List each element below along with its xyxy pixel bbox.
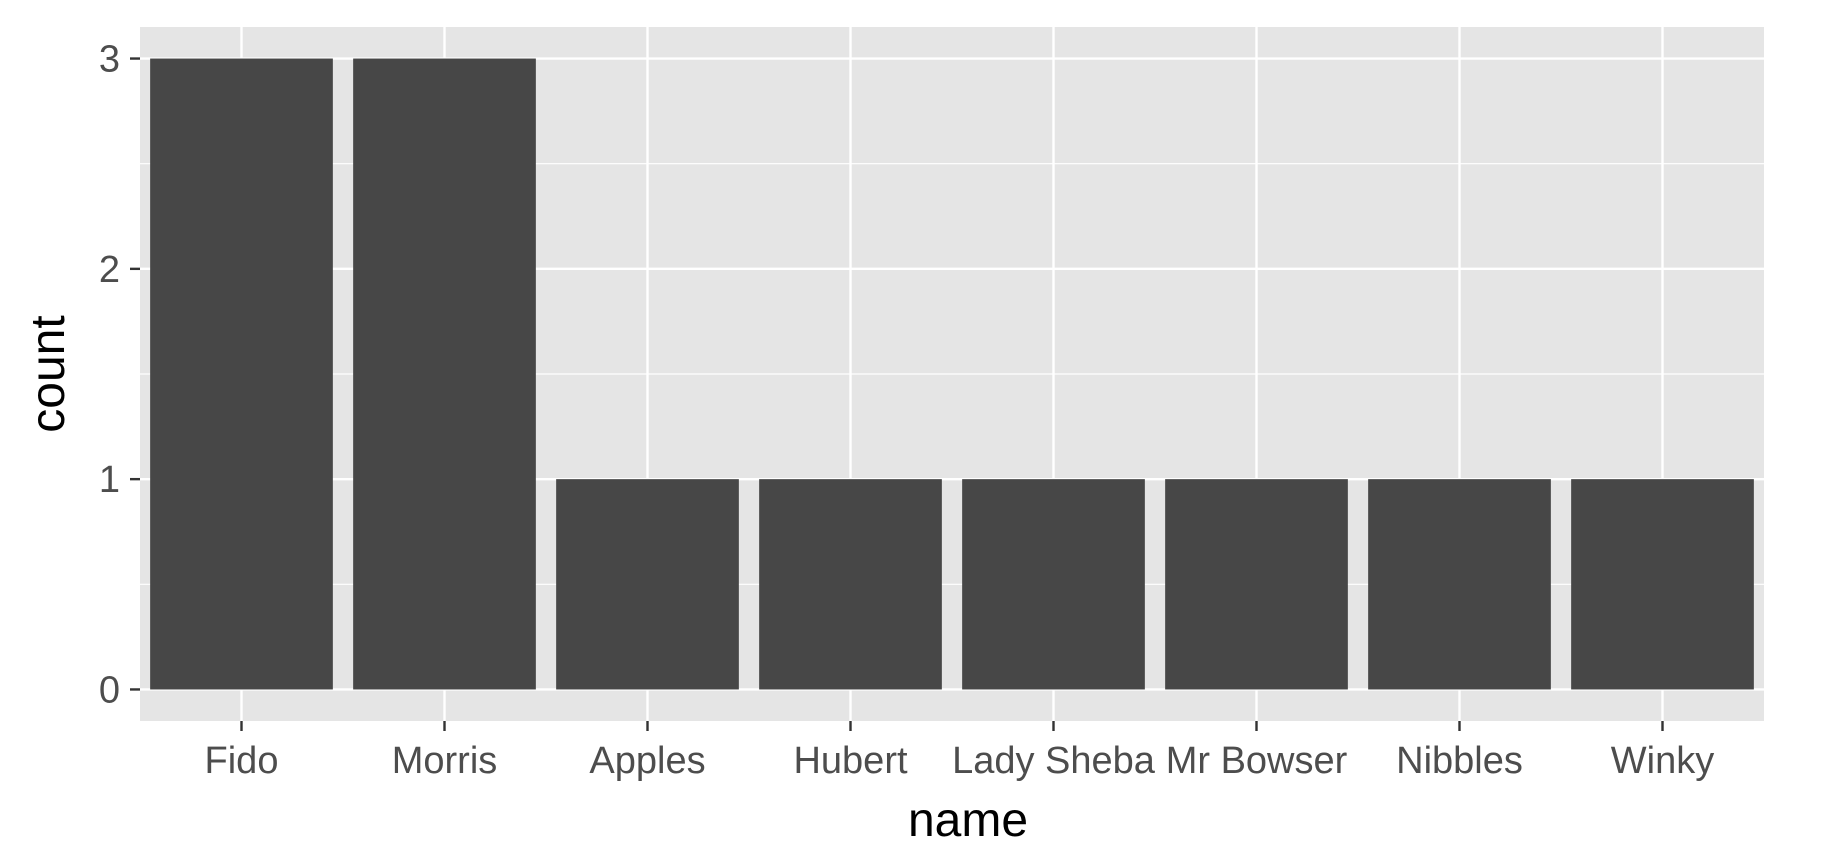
bar: [962, 479, 1145, 690]
bar: [1368, 479, 1551, 690]
y-tick-label: 0: [99, 669, 120, 711]
x-tick-label: Mr Bowser: [1166, 740, 1348, 782]
bar: [759, 479, 942, 690]
y-axis-title: count: [22, 315, 75, 432]
x-tick-label: Lady Sheba: [952, 740, 1156, 782]
bar: [353, 58, 536, 690]
x-tick-label: Morris: [392, 740, 498, 782]
bars: [150, 58, 1754, 690]
bar: [556, 479, 739, 690]
bar: [1571, 479, 1754, 690]
x-tick-label: Fido: [205, 740, 279, 782]
x-tick-label: Hubert: [793, 740, 907, 782]
x-tick-label: Apples: [589, 740, 705, 782]
x-axis: Fido Morris Apples Hubert Lady Sheba Mr Bowse…: [205, 721, 1714, 782]
y-tick-label: 2: [99, 249, 120, 291]
y-axis: 0 1 2 3: [99, 39, 140, 711]
bar: [150, 58, 333, 690]
x-tick-label: Nibbles: [1396, 740, 1523, 782]
y-tick-label: 3: [99, 39, 120, 81]
x-axis-title: name: [908, 794, 1028, 847]
bar: [1165, 479, 1348, 690]
y-tick-label: 1: [99, 459, 120, 501]
x-tick-label: Winky: [1611, 740, 1714, 782]
